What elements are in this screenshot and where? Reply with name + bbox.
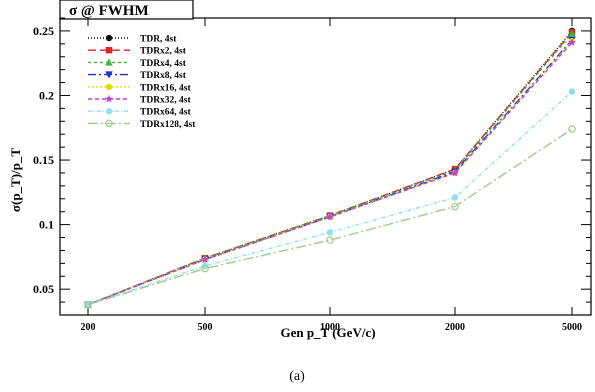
series-layer xyxy=(84,27,576,309)
data-point xyxy=(451,168,459,177)
y-axis: 0.05 0.1 0.15 0.2 0.25 xyxy=(33,17,591,316)
figure-caption: (a) xyxy=(289,369,305,384)
legend-label: TDRx8, 4st xyxy=(140,71,187,81)
legend-marker xyxy=(105,108,113,115)
legend-marker xyxy=(105,83,113,91)
x-tick-label: 5000 xyxy=(562,322,582,333)
data-point xyxy=(568,125,576,133)
data-point xyxy=(568,29,576,37)
title-box xyxy=(59,0,194,20)
legend-entry: TDRx4, 4st xyxy=(88,58,187,69)
data-point xyxy=(568,38,576,46)
legend-label: TDRx2, 4st xyxy=(140,47,187,57)
legend-label: TDRx16, 4st xyxy=(140,83,192,93)
legend-label: TDR, 4st xyxy=(140,35,177,45)
series-line xyxy=(87,42,573,306)
legend-entry: TDRx128, 4st xyxy=(88,119,196,130)
data-point xyxy=(201,262,209,270)
legend-entry: TDRx8, 4st xyxy=(88,71,187,81)
x-tick-label: 200 xyxy=(81,322,96,333)
series-7 xyxy=(84,88,576,308)
legend-marker xyxy=(105,47,113,54)
legend-marker xyxy=(105,34,113,42)
y-tick-label: 0.25 xyxy=(33,24,54,38)
data-point xyxy=(326,212,334,221)
legend-entry: TDRx2, 4st xyxy=(88,47,187,57)
y-axis-label: σ(p_T)/p_T xyxy=(8,148,23,212)
data-point xyxy=(451,202,459,211)
data-point xyxy=(568,88,576,95)
y-tick-label: 0.2 xyxy=(39,88,54,102)
y-tick-label: 0.1 xyxy=(39,218,54,232)
x-tick-label: 2000 xyxy=(445,322,465,333)
legend-label: TDRx64, 4st xyxy=(140,108,192,118)
data-point xyxy=(84,300,92,309)
legend-entry: TDRx64, 4st xyxy=(88,108,192,118)
x-axis-label: Gen p_T (GeV/c) xyxy=(280,325,375,340)
legend-marker xyxy=(105,71,113,79)
legend-marker xyxy=(105,94,113,103)
data-point xyxy=(201,255,209,263)
data-point xyxy=(326,236,334,244)
series-line xyxy=(87,128,573,306)
legend-entry: TDR, 4st xyxy=(88,35,177,45)
legend-entry: TDRx32, 4st xyxy=(88,94,192,106)
series-line xyxy=(87,33,573,306)
legend-entry: TDRx16, 4st xyxy=(88,83,192,93)
legend-label: TDRx4, 4st xyxy=(140,59,187,69)
legend: TDR, 4st TDRx2, 4st TDRx4, 4st TDRx8, 4st TD… xyxy=(88,35,196,130)
data-point xyxy=(326,229,334,236)
plot-frame xyxy=(59,17,592,316)
x-tick-label: 500 xyxy=(198,322,213,333)
legend-marker xyxy=(105,119,113,128)
chart-title: σ @ FWHM xyxy=(69,3,149,19)
legend-label: TDRx128, 4st xyxy=(140,120,196,130)
data-point xyxy=(451,194,459,201)
y-tick-label: 0.15 xyxy=(33,153,54,167)
x-tick-label: 1000 xyxy=(320,322,340,333)
series-1 xyxy=(84,27,576,308)
x-axis: 200 500 1000 2000 5000 xyxy=(81,18,582,333)
legend-marker xyxy=(105,58,113,66)
y-tick-label: 0.05 xyxy=(33,282,54,296)
legend-label: TDRx32, 4st xyxy=(140,96,192,106)
data-point xyxy=(201,264,209,273)
series-8 xyxy=(84,125,576,309)
